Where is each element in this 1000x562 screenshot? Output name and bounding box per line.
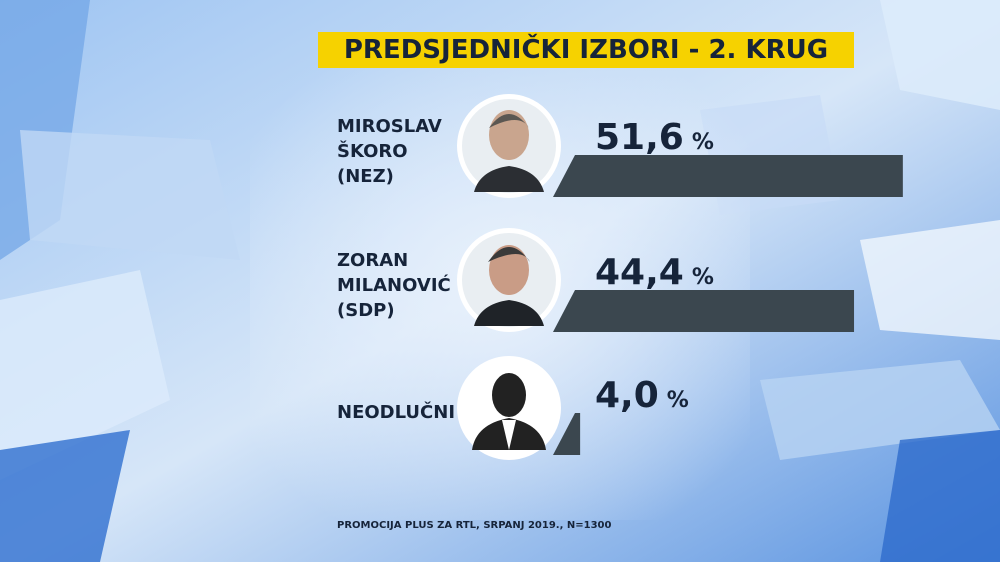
portrait	[457, 94, 561, 198]
portraits	[457, 94, 561, 460]
value-unit: %	[692, 130, 714, 155]
value-label: 4,0	[595, 375, 659, 416]
portrait	[457, 228, 561, 332]
category-label: ZORAN	[337, 250, 408, 271]
portrait	[457, 356, 561, 460]
category-label: (SDP)	[337, 300, 395, 321]
value-label: 51,6	[595, 117, 684, 158]
bar	[553, 290, 855, 332]
bar	[553, 155, 903, 197]
title-box	[318, 32, 854, 68]
category-label: MILANOVIĆ	[337, 274, 451, 296]
value-unit: %	[667, 388, 689, 413]
chart-title: PREDSJEDNIČKI IZBORI - 2. KRUG	[344, 33, 828, 65]
category-label: ŠKORO	[337, 140, 408, 162]
source-note: PROMOCIJA PLUS ZA RTL, SRPANJ 2019., N=1…	[337, 520, 611, 531]
category-label: NEODLUČNI	[337, 401, 455, 423]
category-label: MIROSLAV	[337, 116, 442, 137]
bar	[553, 413, 581, 455]
category-label: (NEZ)	[337, 166, 394, 187]
value-label: 44,4	[595, 252, 684, 293]
value-unit: %	[692, 265, 714, 290]
